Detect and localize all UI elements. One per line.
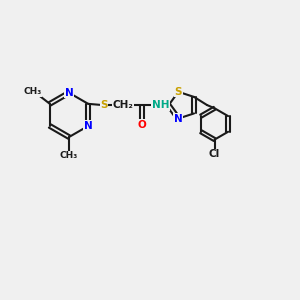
Text: NH: NH — [152, 100, 169, 110]
Text: CH₃: CH₃ — [24, 87, 42, 96]
Text: N: N — [84, 121, 92, 131]
Text: CH₃: CH₃ — [60, 152, 78, 160]
Text: N: N — [64, 88, 74, 98]
Text: CH₂: CH₂ — [112, 100, 133, 110]
Text: O: O — [138, 120, 146, 130]
Text: S: S — [100, 100, 108, 110]
Text: Cl: Cl — [209, 149, 220, 159]
Text: N: N — [174, 113, 183, 124]
Text: S: S — [175, 87, 182, 97]
